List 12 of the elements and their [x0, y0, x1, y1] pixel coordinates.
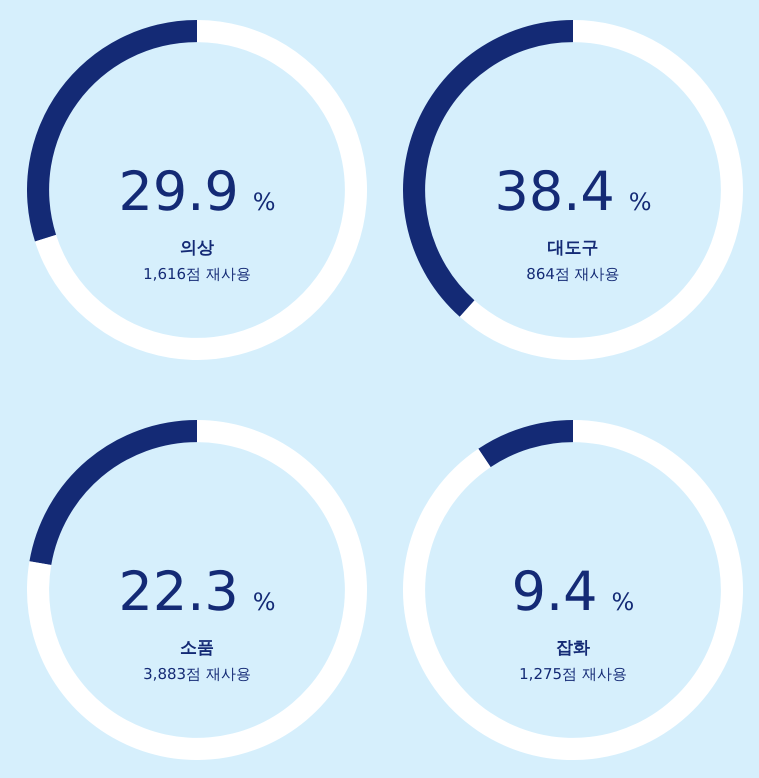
- text: 9.4 %: [512, 560, 634, 623]
- text: 864점 재사용: [526, 265, 620, 283]
- text: 38.4 %: [494, 160, 652, 223]
- text: 22.3 %: [118, 560, 276, 623]
- text: 대도구: [548, 238, 598, 258]
- text: 3,883점 재사용: [143, 665, 251, 683]
- text: 29.9 %: [118, 160, 276, 223]
- text: 소품: [180, 638, 214, 658]
- text: 1,616점 재사용: [143, 265, 251, 283]
- text: 1,275점 재사용: [519, 665, 627, 683]
- text: 의상: [180, 238, 214, 258]
- text: 잡화: [556, 638, 590, 658]
